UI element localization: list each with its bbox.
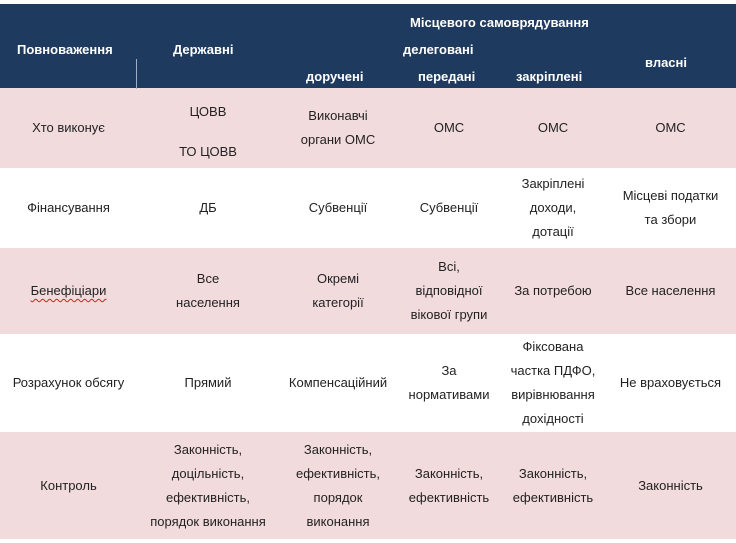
row-label: Хто виконує (0, 88, 137, 168)
cell-assigned: Законність, ефективність (501, 432, 605, 539)
row-label: Бенефіціари (0, 248, 137, 334)
cell-transferred: ОМС (397, 88, 501, 168)
cell-entrusted: Законність, ефективність, порядок викона… (279, 432, 397, 539)
cell-entrusted: Окремі категорії (279, 248, 397, 334)
cell-assigned: Закріплені доходи, дотації (501, 168, 605, 248)
cell-transferred: За нормативами (397, 334, 501, 432)
cell-state: ЦОВВ ТО ЦОВВ (137, 88, 279, 168)
header-own: власні (645, 55, 688, 70)
cell-assigned: ОМС (501, 88, 605, 168)
cell-own: Все населення (605, 248, 736, 334)
row-label: Контроль (0, 432, 137, 539)
cell-assigned: За потребою (501, 248, 605, 334)
cell-state: Законність, доцільність, ефективність, п… (137, 432, 279, 539)
cell-state: Все населення (137, 248, 279, 334)
header-assigned: закріплені (516, 69, 583, 84)
header-powers: Повноваження (17, 42, 113, 57)
row-label: Розрахунок обсягу (0, 334, 137, 432)
table-header: Повноваження Державні Місцевого самовряд… (0, 4, 736, 89)
header-local-self-government: Місцевого самоврядування (410, 15, 589, 30)
cell-own: Не враховується (605, 334, 736, 432)
cell-transferred: Субвенції (397, 168, 501, 248)
row-label-text: Бенефіціари (30, 283, 107, 298)
header-divider (136, 59, 137, 89)
header-entrusted: доручені (306, 69, 364, 84)
cell-entrusted: Компенсаційний (279, 334, 397, 432)
cell-entrusted: Субвенції (279, 168, 397, 248)
cell-state: ДБ (137, 168, 279, 248)
header-state: Державні (173, 42, 234, 57)
cell-transferred: Всі, відповідної вікової групи (397, 248, 501, 334)
row-label: Фінансування (0, 168, 137, 248)
cell-state-bottom: ТО ЦОВВ (179, 144, 237, 159)
cell-assigned: Фіксована частка ПДФО, вирівнювання дохі… (501, 334, 605, 432)
cell-entrusted: Виконавчі органи ОМС (279, 88, 397, 168)
cell-state: Прямий (137, 334, 279, 432)
cell-state-top: ЦОВВ (189, 104, 227, 119)
cell-own: Місцеві податки та збори (605, 168, 736, 248)
header-delegated: делеговані (403, 42, 474, 57)
cell-transferred: Законність, ефективність (397, 432, 501, 539)
cell-own: ОМС (605, 88, 736, 168)
powers-table: Повноваження Державні Місцевого самовряд… (0, 4, 736, 539)
cell-own: Законність (605, 432, 736, 539)
header-transferred: передані (418, 69, 476, 84)
